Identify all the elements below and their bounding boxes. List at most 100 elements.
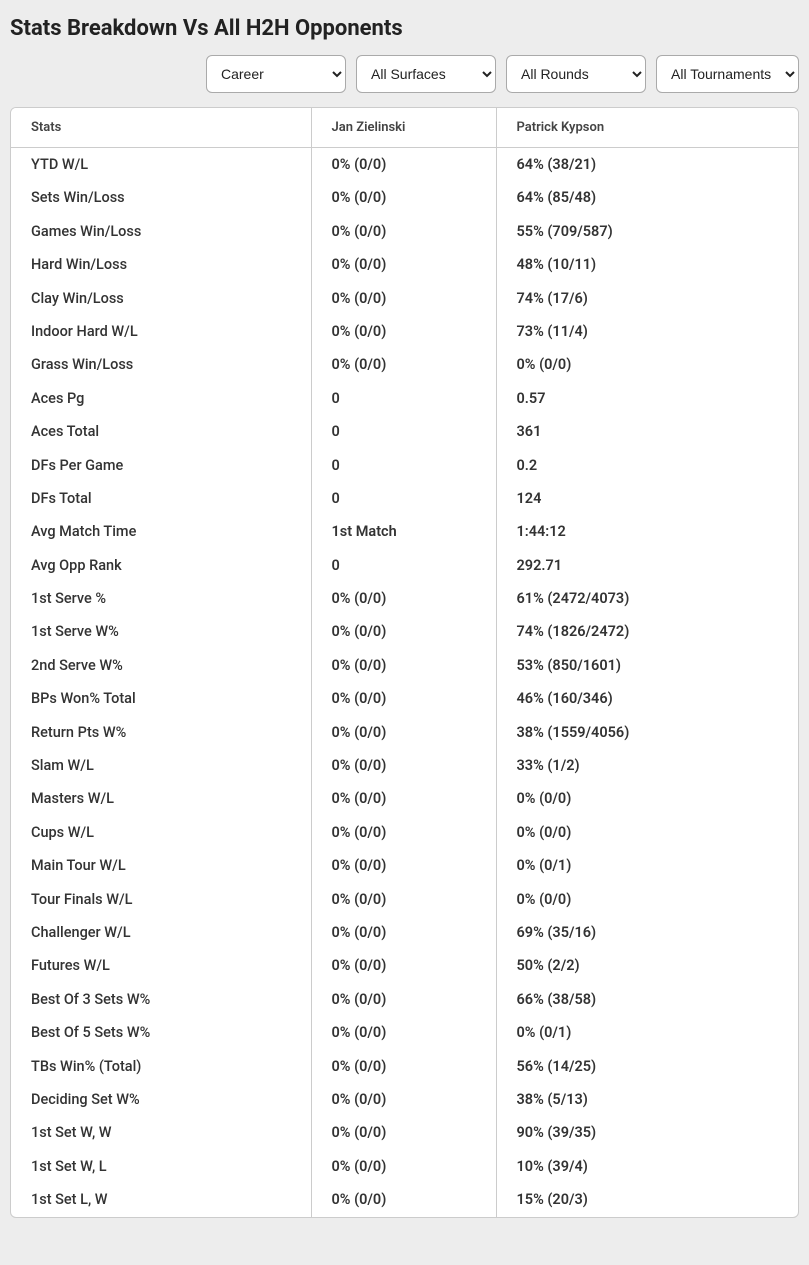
table-row: DFs Total0124 [11,482,798,515]
stat-value: 64% (38/21) [496,148,798,182]
stat-value: 292.71 [496,549,798,582]
table-row: Avg Match Time1st Match1:44:12 [11,515,798,548]
stat-label: Clay Win/Loss [11,282,311,315]
table-row: Best Of 3 Sets W%0% (0/0)66% (38/58) [11,983,798,1016]
stat-label: 2nd Serve W% [11,649,311,682]
stat-value: 50% (2/2) [496,949,798,982]
stat-value: 38% (1559/4056) [496,716,798,749]
stat-value: 1st Match [311,515,496,548]
filter-surface[interactable]: All Surfaces [356,55,496,93]
stat-label: Tour Finals W/L [11,883,311,916]
table-row: Aces Total0361 [11,415,798,448]
table-row: DFs Per Game00.2 [11,449,798,482]
table-row: Games Win/Loss0% (0/0)55% (709/587) [11,215,798,248]
stat-value: 0% (0/1) [496,849,798,882]
stat-label: 1st Set W, L [11,1150,311,1183]
stat-label: 1st Set W, W [11,1116,311,1149]
table-row: 1st Set W, L0% (0/0)10% (39/4) [11,1150,798,1183]
table-row: TBs Win% (Total)0% (0/0)56% (14/25) [11,1050,798,1083]
stat-value: 61% (2472/4073) [496,582,798,615]
stat-value: 0% (0/0) [311,849,496,882]
stat-value: 0% (0/0) [311,348,496,381]
stat-value: 0% (0/0) [311,716,496,749]
stat-label: Avg Match Time [11,515,311,548]
stat-label: Indoor Hard W/L [11,315,311,348]
table-row: Best Of 5 Sets W%0% (0/0)0% (0/1) [11,1016,798,1049]
stat-label: Best Of 3 Sets W% [11,983,311,1016]
stat-value: 0.2 [496,449,798,482]
stat-label: Masters W/L [11,782,311,815]
table-row: YTD W/L0% (0/0)64% (38/21) [11,148,798,182]
filter-tournament[interactable]: All Tournaments [656,55,799,93]
stat-value: 46% (160/346) [496,682,798,715]
table-row: Sets Win/Loss0% (0/0)64% (85/48) [11,181,798,214]
stat-value: 0 [311,549,496,582]
stat-label: DFs Total [11,482,311,515]
stat-value: 0 [311,449,496,482]
stat-value: 0% (0/0) [311,582,496,615]
stats-table-container: Stats Jan Zielinski Patrick Kypson YTD W… [10,107,799,1218]
stat-label: BPs Won% Total [11,682,311,715]
stat-value: 73% (11/4) [496,315,798,348]
stat-label: Sets Win/Loss [11,181,311,214]
table-row: Slam W/L0% (0/0)33% (1/2) [11,749,798,782]
stat-value: 0% (0/0) [311,1083,496,1116]
stat-value: 0% (0/0) [311,749,496,782]
stat-label: Deciding Set W% [11,1083,311,1116]
stat-value: 0% (0/1) [496,1016,798,1049]
table-row: 1st Set W, W0% (0/0)90% (39/35) [11,1116,798,1149]
filter-round[interactable]: All Rounds [506,55,646,93]
stat-value: 74% (1826/2472) [496,615,798,648]
stat-value: 0% (0/0) [496,883,798,916]
stat-value: 0% (0/0) [311,682,496,715]
stat-value: 69% (35/16) [496,916,798,949]
stat-value: 0.57 [496,382,798,415]
stat-value: 0% (0/0) [311,148,496,182]
stat-value: 38% (5/13) [496,1083,798,1116]
table-row: Masters W/L0% (0/0)0% (0/0) [11,782,798,815]
table-row: Hard Win/Loss0% (0/0)48% (10/11) [11,248,798,281]
table-row: Return Pts W%0% (0/0)38% (1559/4056) [11,716,798,749]
stat-label: Challenger W/L [11,916,311,949]
stat-value: 0% (0/0) [311,983,496,1016]
stat-label: 1st Set L, W [11,1183,311,1216]
stat-value: 0% (0/0) [311,615,496,648]
stat-value: 0% (0/0) [311,883,496,916]
table-row: Cups W/L0% (0/0)0% (0/0) [11,816,798,849]
filter-period[interactable]: Career [206,55,346,93]
stat-label: Futures W/L [11,949,311,982]
stat-label: Avg Opp Rank [11,549,311,582]
stat-label: 1st Serve W% [11,615,311,648]
table-row: Futures W/L0% (0/0)50% (2/2) [11,949,798,982]
table-row: Deciding Set W%0% (0/0)38% (5/13) [11,1083,798,1116]
stat-value: 0% (0/0) [311,1016,496,1049]
stat-label: Slam W/L [11,749,311,782]
stat-label: DFs Per Game [11,449,311,482]
stat-value: 0% (0/0) [311,816,496,849]
table-header-row: Stats Jan Zielinski Patrick Kypson [11,108,798,148]
col-player2: Patrick Kypson [496,108,798,148]
col-stats: Stats [11,108,311,148]
stat-value: 0% (0/0) [311,248,496,281]
stats-table: Stats Jan Zielinski Patrick Kypson YTD W… [11,108,798,1217]
stat-value: 0% (0/0) [311,1050,496,1083]
stat-label: Cups W/L [11,816,311,849]
stat-value: 361 [496,415,798,448]
stat-label: 1st Serve % [11,582,311,615]
stat-value: 0 [311,482,496,515]
col-player1: Jan Zielinski [311,108,496,148]
stat-value: 74% (17/6) [496,282,798,315]
stat-value: 0% (0/0) [496,782,798,815]
stat-value: 90% (39/35) [496,1116,798,1149]
stat-label: Return Pts W% [11,716,311,749]
page-title: Stats Breakdown Vs All H2H Opponents [10,16,799,41]
table-row: Tour Finals W/L0% (0/0)0% (0/0) [11,883,798,916]
stat-value: 0% (0/0) [311,1150,496,1183]
stat-value: 48% (10/11) [496,248,798,281]
table-row: Avg Opp Rank0292.71 [11,549,798,582]
stat-value: 1:44:12 [496,515,798,548]
stat-label: TBs Win% (Total) [11,1050,311,1083]
stat-value: 0 [311,382,496,415]
table-row: Grass Win/Loss0% (0/0)0% (0/0) [11,348,798,381]
stat-value: 66% (38/58) [496,983,798,1016]
